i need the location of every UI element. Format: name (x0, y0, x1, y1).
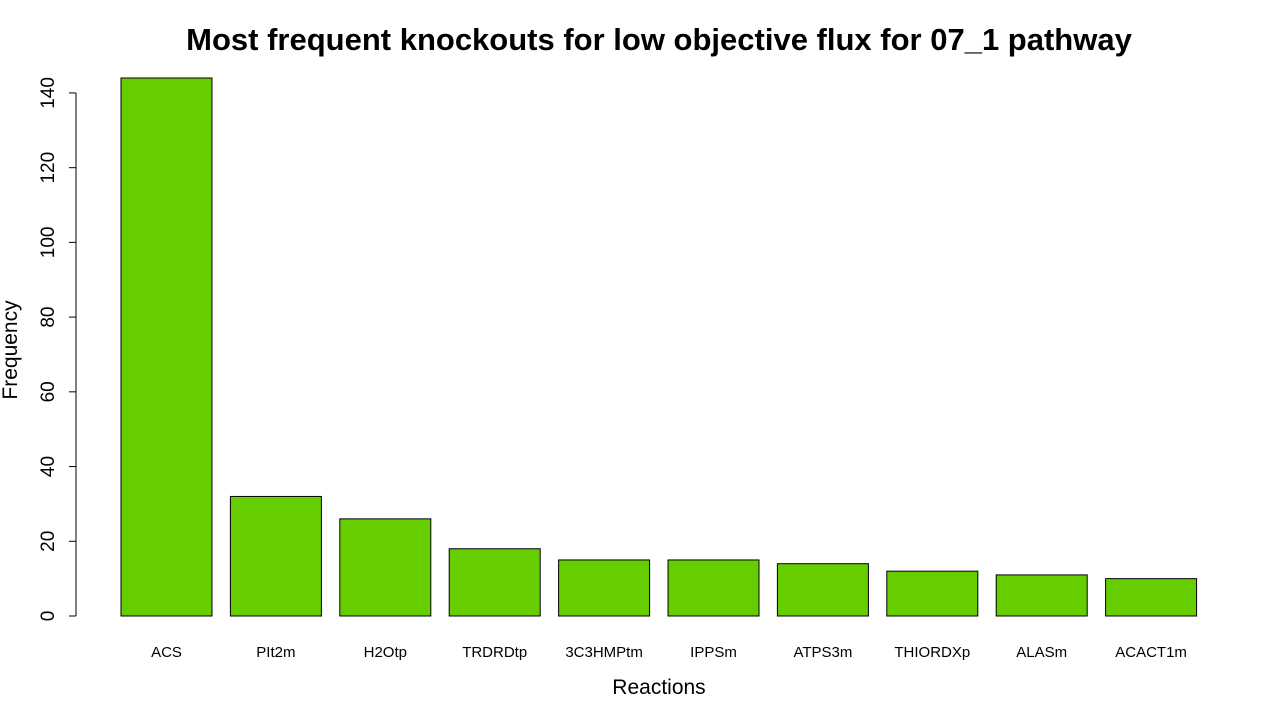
x-tick-label: ATPS3m (793, 644, 852, 661)
y-tick-label: 20 (38, 531, 59, 552)
x-tick-label: ACACT1m (1115, 644, 1187, 661)
bar-acact1m (1105, 578, 1198, 617)
bar-pit2m (229, 495, 322, 617)
x-tick-labels: ACS PIt2m H2Otp TRDRDtp 3C3HMPtm IPPSm ATPS3m T… (151, 644, 1187, 661)
bar-alasm (995, 574, 1088, 617)
x-tick-label: H2Otp (364, 644, 407, 661)
bar-acs (120, 77, 213, 617)
x-axis-label: Reactions (612, 676, 705, 699)
x-tick-label: TRDRDtp (462, 644, 527, 661)
y-tick-label: 140 (38, 77, 59, 109)
y-tick-label: 60 (38, 381, 59, 402)
x-tick-label: ACS (151, 644, 182, 661)
bar-thiordxp (886, 570, 979, 617)
bar-trdrdtp (448, 548, 541, 617)
y-axis: 0 20 40 60 80 100 120 140 (38, 77, 77, 622)
y-tick-label: 40 (38, 456, 59, 477)
y-tick-label: 100 (38, 227, 59, 259)
bars-group (120, 77, 1198, 617)
bar-h2otp (339, 518, 432, 617)
y-tick-label: 0 (38, 611, 59, 622)
x-tick-label: THIORDXp (894, 644, 970, 661)
y-tick-label: 120 (38, 152, 59, 184)
x-tick-label: 3C3HMPtm (565, 644, 643, 661)
y-tick-label: 80 (38, 307, 59, 328)
x-tick-label: ALASm (1016, 644, 1067, 661)
bar-atps3m (776, 563, 869, 617)
bar-ippsm (667, 559, 760, 617)
bar-3c3hmptm (558, 559, 651, 617)
chart-title: Most frequent knockouts for low objectiv… (186, 22, 1132, 57)
y-axis-label: Frequency (0, 300, 22, 400)
x-tick-label: PIt2m (256, 644, 295, 661)
x-tick-label: IPPSm (690, 644, 737, 661)
